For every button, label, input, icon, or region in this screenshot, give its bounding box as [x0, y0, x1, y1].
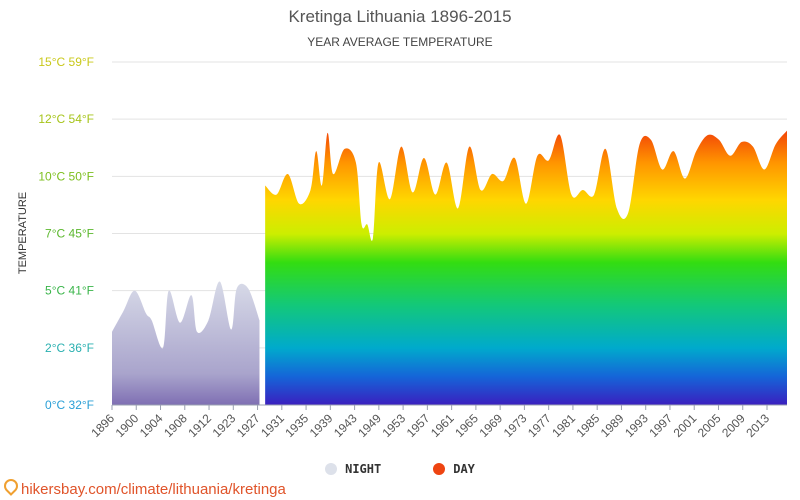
location-pin-icon	[1, 476, 21, 496]
x-tick-label: 1965	[452, 411, 481, 440]
y-tick-label: 2°C 36°F	[45, 341, 94, 355]
x-tick-label: 1900	[113, 411, 142, 440]
x-tick-label: 1943	[331, 411, 360, 440]
x-tick-label: 1912	[185, 411, 214, 440]
x-tick-label: 1985	[574, 411, 603, 440]
x-tick-label: 2013	[743, 411, 772, 440]
x-tick-label: 1961	[428, 411, 457, 440]
x-tick-label: 1931	[258, 411, 287, 440]
x-tick-label: 1977	[525, 411, 554, 440]
legend: NIGHT DAY	[0, 462, 800, 476]
x-tick-label: 2005	[695, 411, 724, 440]
legend-day-label: DAY	[453, 462, 475, 476]
x-tick-label: 1953	[379, 411, 408, 440]
x-tick-label: 2001	[671, 411, 700, 440]
x-tick-label: 1935	[282, 411, 311, 440]
x-tick-label: 1908	[161, 411, 190, 440]
y-tick-label: 12°C 54°F	[38, 112, 94, 126]
x-tick-label: 1973	[501, 411, 530, 440]
legend-item-day[interactable]: DAY	[433, 462, 475, 476]
source-link-text: hikersbay.com/climate/lithuania/kretinga	[21, 481, 286, 498]
y-tick-label: 7°C 45°F	[45, 227, 94, 241]
x-tick-label: 1949	[355, 411, 384, 440]
x-tick-label: 1923	[210, 411, 239, 440]
y-tick-label: 0°C 32°F	[45, 398, 94, 412]
chart-subtitle: YEAR AVERAGE TEMPERATURE	[307, 35, 493, 49]
x-tick-label: 1927	[234, 411, 263, 440]
x-tick-label: 1896	[88, 411, 117, 440]
x-tick-label: 2009	[719, 411, 748, 440]
x-tick-label: 1969	[476, 411, 505, 440]
x-tick-label: 1993	[622, 411, 651, 440]
source-link[interactable]: hikersbay.com/climate/lithuania/kretinga	[1, 476, 286, 498]
legend-item-night[interactable]: NIGHT	[325, 462, 381, 476]
x-tick-label: 1957	[404, 411, 433, 440]
x-tick-label: 1939	[307, 411, 336, 440]
x-tick-label: 1904	[137, 411, 166, 440]
night-area	[270, 259, 788, 405]
y-tick-label: 15°C 59°F	[38, 55, 94, 69]
chart-title: Kretinga Lithuania 1896-2015	[288, 7, 512, 26]
x-tick-label: 1981	[549, 411, 578, 440]
x-tick-label: 1989	[598, 411, 627, 440]
y-tick-label: 10°C 50°F	[38, 169, 94, 183]
area-layer	[112, 130, 788, 405]
y-axis-label: TEMPERATURE	[17, 191, 29, 275]
x-tick-label: 1997	[646, 411, 675, 440]
y-tick-label: 5°C 41°F	[45, 284, 94, 298]
legend-night-label: NIGHT	[345, 462, 382, 476]
day-dot-icon	[433, 463, 446, 475]
night-area-early	[112, 281, 260, 405]
night-dot-icon	[325, 463, 338, 475]
